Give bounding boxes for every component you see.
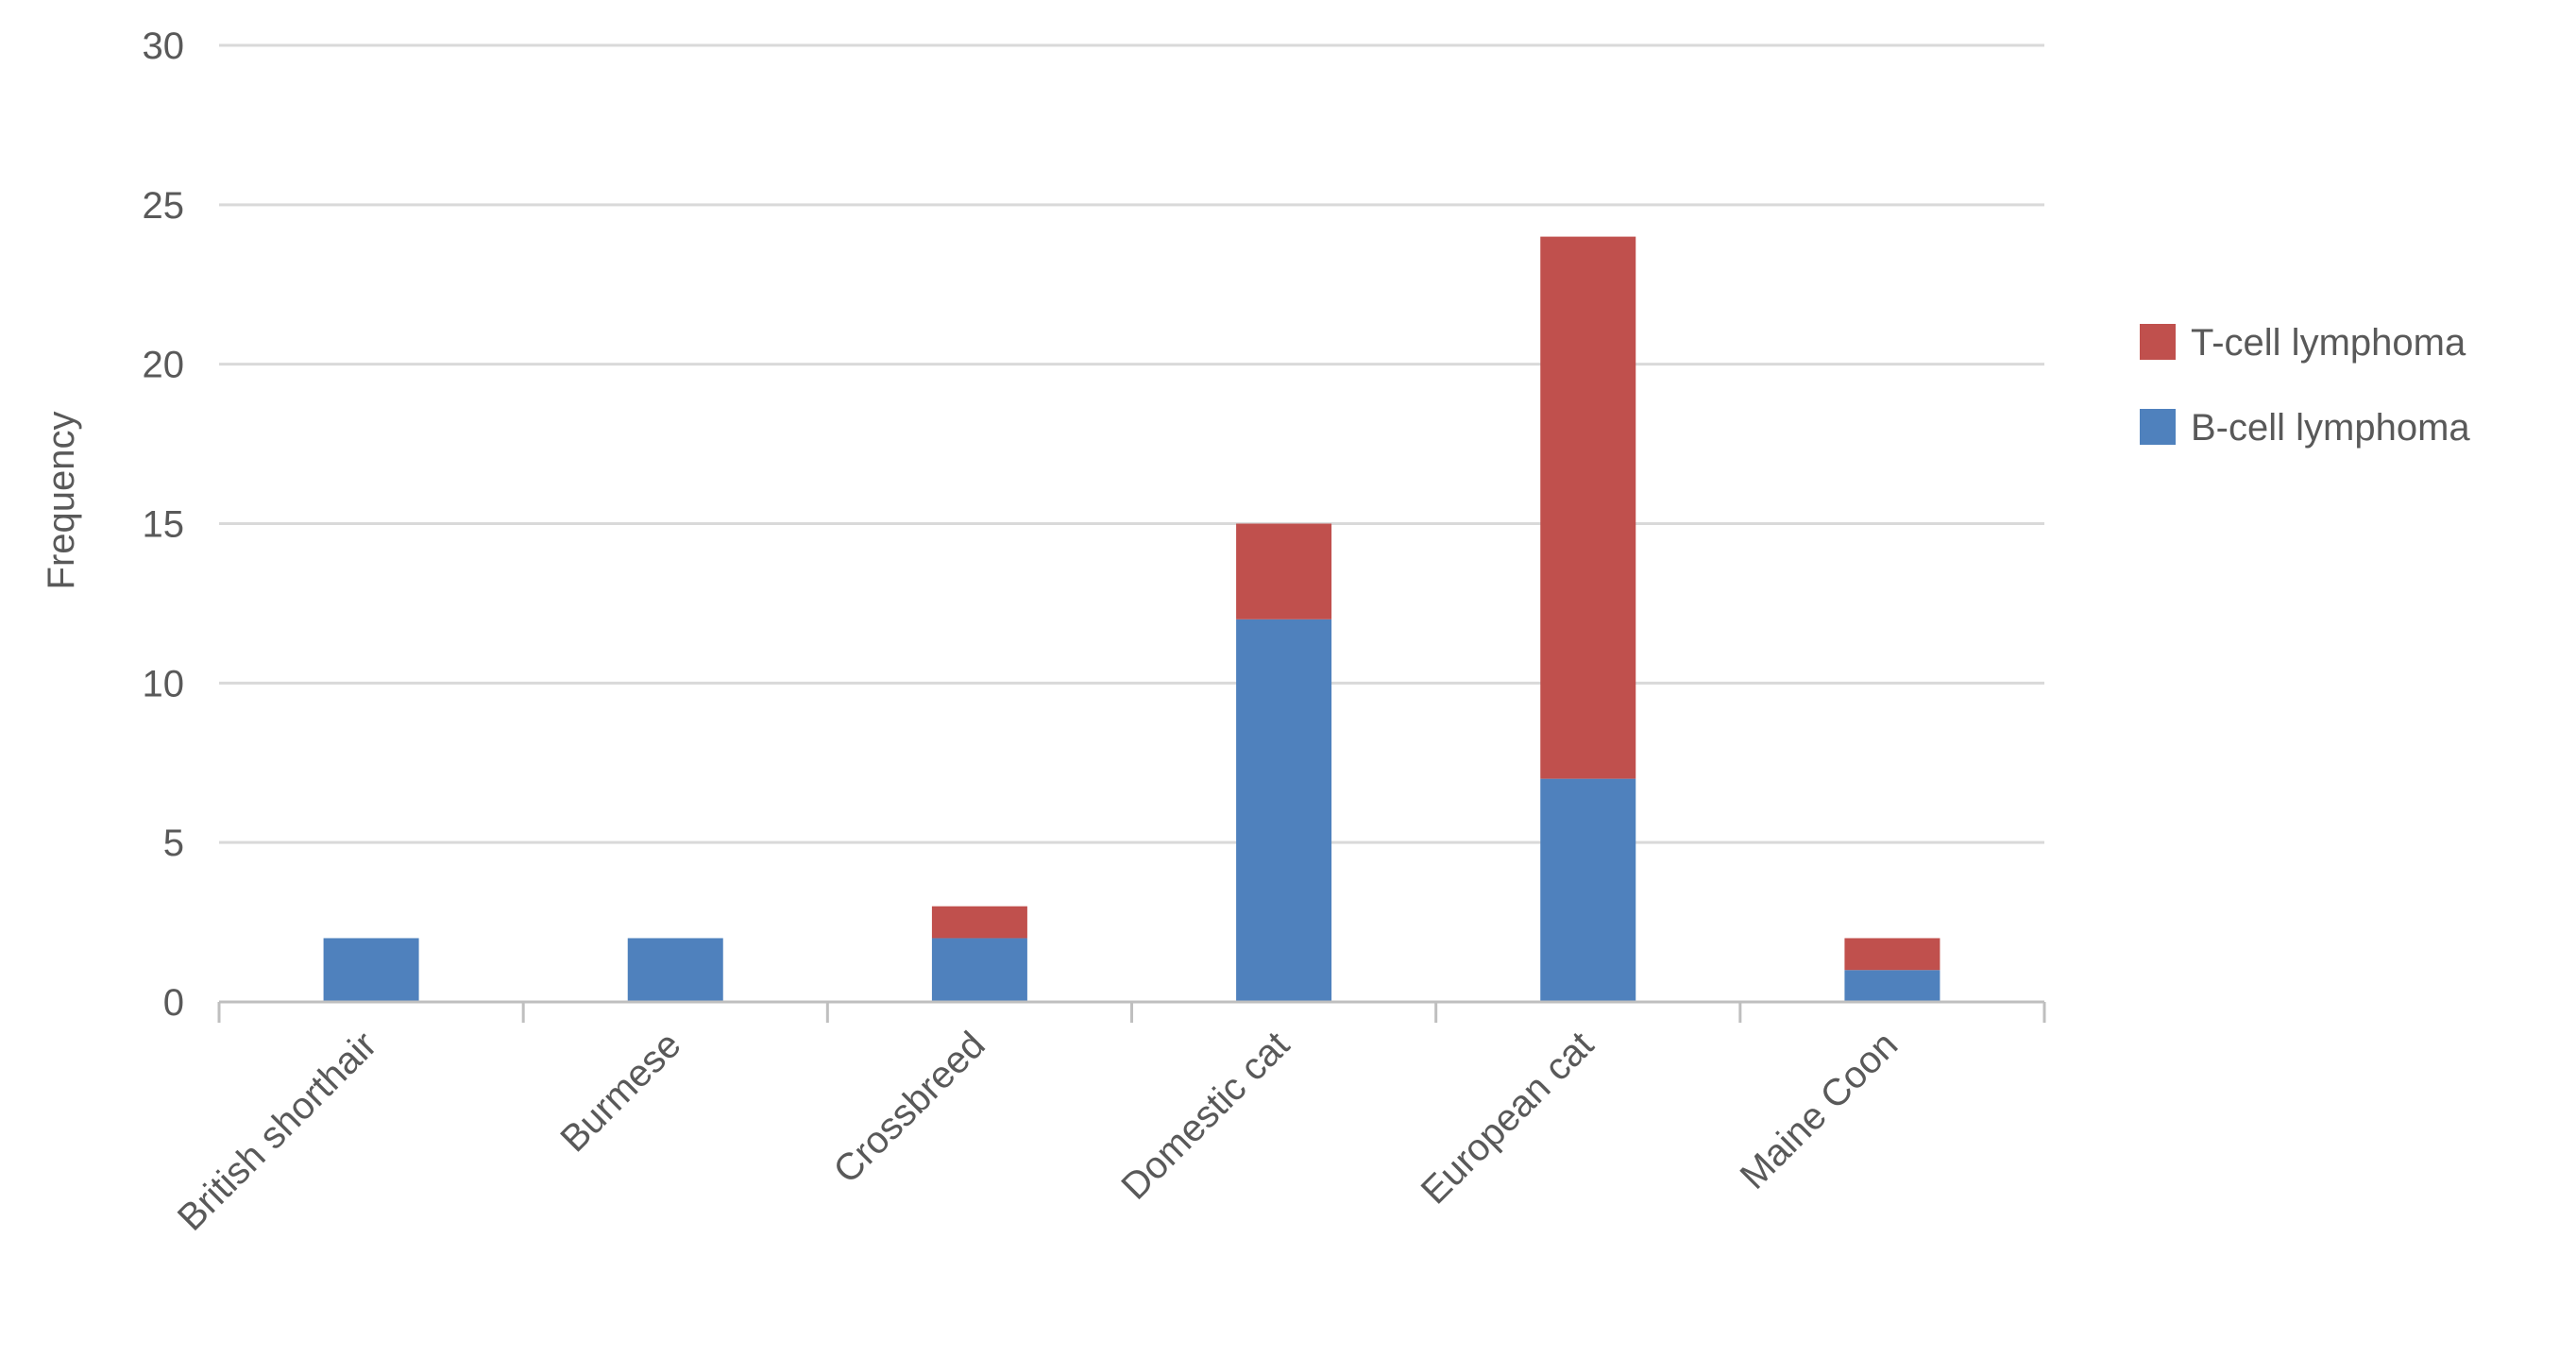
legend-swatch: [2140, 324, 2176, 360]
gridlines: [219, 43, 2044, 844]
bar-segment: [1844, 938, 1940, 971]
y-axis-label: Frequency: [41, 412, 82, 590]
x-tick-label: Domestic cat: [1113, 1024, 1297, 1208]
x-tick-label: Maine Coon: [1733, 1024, 1907, 1197]
bar-segment: [1844, 970, 1940, 1002]
bar-segment: [1540, 778, 1636, 1002]
y-tick-label: 30: [143, 25, 185, 67]
x-tick-label: European cat: [1414, 1024, 1602, 1212]
x-tick-label: Crossbreed: [825, 1024, 992, 1191]
x-tick-label: Burmese: [552, 1024, 688, 1160]
legend-label: T-cell lymphoma: [2191, 322, 2466, 364]
y-tick-label: 25: [143, 185, 185, 227]
y-tick-label: 5: [163, 823, 184, 864]
bars: [323, 236, 1940, 1002]
bar-segment: [1540, 236, 1636, 779]
legend-swatch: [2140, 409, 2176, 445]
y-tick-label: 15: [143, 504, 185, 546]
bar-segment: [1236, 619, 1332, 1002]
y-tick-label: 10: [143, 663, 185, 704]
legend: T-cell lymphoma B-cell lymphoma: [2140, 322, 2470, 449]
y-tick-label: 20: [143, 345, 185, 386]
legend-label: B-cell lymphoma: [2191, 407, 2470, 449]
bar-segment: [323, 938, 419, 1002]
bar-segment: [627, 938, 723, 1002]
bar-segment: [931, 906, 1027, 939]
bar-segment: [1236, 523, 1332, 619]
x-tick-label: British shorthair: [170, 1024, 385, 1239]
axes: 0 5 10 15 20 25 30 British shorthair Burmese Cros…: [143, 25, 2046, 1239]
bar-segment: [931, 938, 1027, 1002]
y-tick-label: 0: [163, 982, 184, 1024]
